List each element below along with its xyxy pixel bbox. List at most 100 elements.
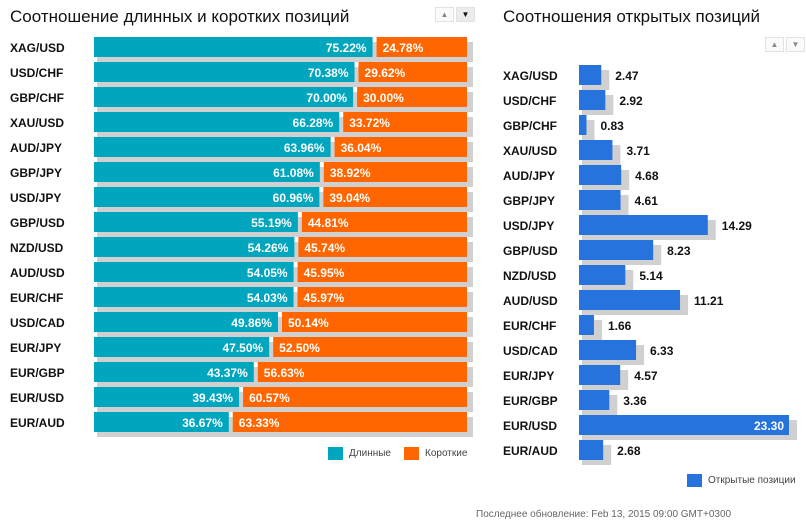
data-label-short: 38.92% [330,166,371,180]
data-label-open: 3.36 [623,394,647,408]
legend-label-short: Короткие [425,448,468,459]
data-label-open: 8.23 [667,244,691,258]
category-label: XAG/USD [503,69,558,83]
category-label: XAU/USD [503,144,557,158]
bar-open-positions [579,90,606,110]
data-label-short: 24.78% [383,41,424,55]
bar-long [94,37,373,57]
category-label: GBP/USD [10,216,65,230]
data-label-open: 4.57 [634,369,658,383]
category-label: XAU/USD [10,116,64,130]
category-label: EUR/JPY [10,341,61,355]
sort-ascending-icon[interactable]: ▲ [765,37,784,52]
data-label-long: 36.67% [182,416,223,430]
bar-long [94,337,270,357]
data-label-long: 55.19% [251,216,292,230]
bar-long [94,287,294,307]
data-label-long: 39.43% [192,391,233,405]
sort-descending-icon[interactable]: ▼ [456,7,475,22]
bar-short [301,212,467,232]
bar-long [94,162,320,182]
bar-open-positions [579,290,681,310]
data-label-short: 50.14% [288,316,329,330]
category-label: GBP/JPY [10,166,62,180]
data-label-open: 11.21 [694,294,724,308]
data-label-open: 1.66 [608,319,632,333]
data-label-short: 63.33% [239,416,280,430]
right-sort-controls: ▲ ▼ [765,37,805,52]
legend-item-short[interactable]: Короткие [404,447,467,460]
category-label: AUD/USD [503,294,558,308]
category-label: AUD/USD [10,266,65,280]
sort-descending-icon[interactable]: ▼ [786,37,805,52]
category-label: EUR/USD [503,419,557,433]
category-label: AUD/JPY [10,141,62,155]
bar-short [376,37,467,57]
category-label: USD/CAD [503,344,558,358]
open-positions-title: Соотношения открытых позиций [503,7,761,26]
bar-open-positions [579,365,621,385]
category-label: GBP/USD [503,244,558,258]
data-label-long: 54.26% [248,241,289,255]
data-label-long: 54.05% [247,266,288,280]
data-label-open: 2.92 [619,94,643,108]
data-label-long: 70.38% [308,66,349,80]
category-label: USD/JPY [10,191,61,205]
bar-long [94,412,229,432]
bar-open-positions [579,340,637,360]
data-label-long: 43.37% [207,366,248,380]
bar-short [323,187,467,207]
category-label: USD/CAD [10,316,65,330]
bar-open-positions [579,115,587,135]
bar-short [298,237,467,257]
legend-label-open: Открытые позиции [708,475,796,486]
data-label-open: 23.30 [754,419,784,433]
bar-long [94,237,295,257]
bar-long [94,62,355,82]
data-label-long: 49.86% [231,316,272,330]
data-label-short: 52.50% [279,341,320,355]
data-label-short: 39.04% [329,191,370,205]
bar-short [232,412,467,432]
data-label-open: 2.68 [617,444,641,458]
category-label: NZD/USD [503,269,557,283]
legend-item-long[interactable]: Длинные [328,447,391,460]
category-label: EUR/JPY [503,369,554,383]
category-label: EUR/CHF [10,291,63,305]
legend-swatch-short [404,447,419,460]
category-label: USD/CHF [503,94,556,108]
data-label-long: 47.50% [222,341,263,355]
bar-open-positions [579,65,602,85]
bar-open-positions [579,415,789,435]
category-label: EUR/USD [10,391,64,405]
category-label: NZD/USD [10,241,64,255]
bar-open-positions [579,440,604,460]
bar-long [94,137,331,157]
bar-long [94,112,340,132]
category-label: USD/CHF [10,66,63,80]
open-positions-legend[interactable]: Открытые позиции [687,474,796,487]
data-label-open: 0.83 [600,119,624,133]
open-positions-chart: XAG/USD 2.47 USD/CHF 2.92 GBP/CHF 0.83 XAU/USD… [503,65,797,465]
bar-short [323,162,467,182]
data-label-short: 44.81% [308,216,349,230]
data-label-short: 36.04% [341,141,382,155]
category-label: AUD/JPY [503,169,555,183]
bar-long [94,262,294,282]
bar-short [334,137,467,157]
bar-open-positions [579,165,622,185]
sort-ascending-icon[interactable]: ▲ [435,7,454,22]
category-label: GBP/CHF [10,91,64,105]
bar-long [94,387,240,407]
legend-label-long: Длинные [349,448,391,459]
data-label-short: 45.74% [304,241,345,255]
long-short-legend: Длинные Короткие [328,447,480,460]
category-label: EUR/GBP [503,394,558,408]
category-label: EUR/CHF [503,319,556,333]
data-label-open: 6.33 [650,344,674,358]
bar-long [94,362,254,382]
data-label-long: 54.03% [247,291,288,305]
data-label-long: 70.00% [306,91,347,105]
legend-swatch-long [328,447,343,460]
category-label: USD/JPY [503,219,554,233]
